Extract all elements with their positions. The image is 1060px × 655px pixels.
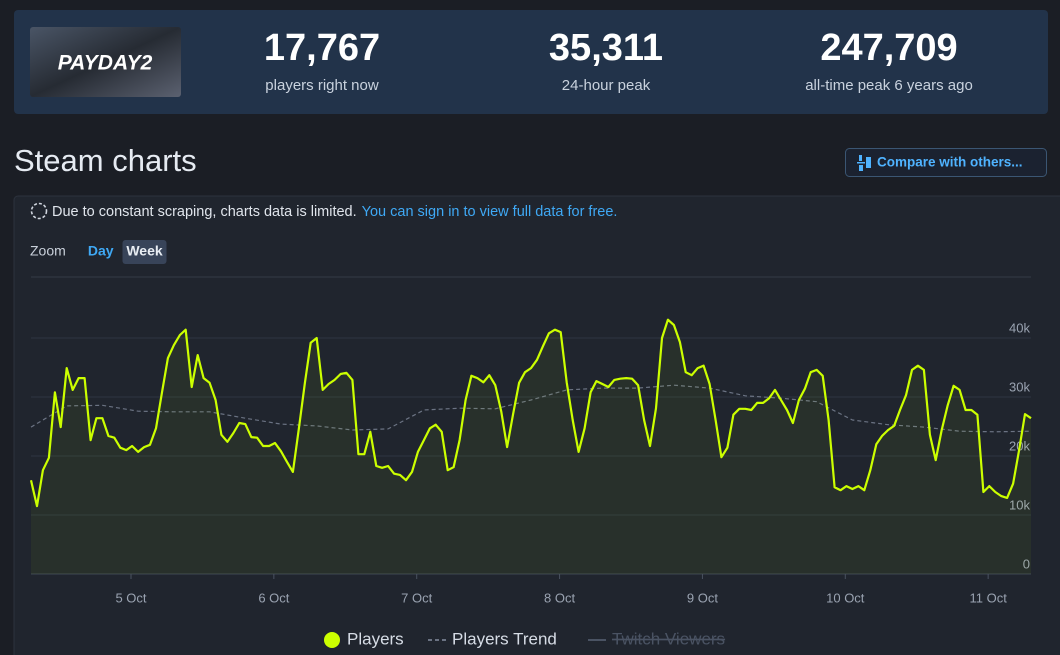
stat-value: 247,709 <box>820 27 957 69</box>
y-tick-label: 10k <box>1009 497 1030 512</box>
zoom-option-bg <box>122 240 167 264</box>
stat-label: 24-hour peak <box>562 77 651 94</box>
game-logo[interactable] <box>30 27 181 97</box>
compare-icon <box>857 155 871 171</box>
logo-text: PAYDAY2 <box>58 52 153 75</box>
series-line <box>29 318 1032 508</box>
x-tick-label: 7 Oct <box>401 590 432 605</box>
chart-panel <box>13 195 1060 655</box>
legend-label[interactable]: Players <box>347 629 404 648</box>
y-tick-label: 0 <box>1023 556 1030 571</box>
legend-swatch[interactable] <box>324 632 340 648</box>
legend-label[interactable]: Twitch Viewers <box>612 629 725 648</box>
header-card <box>14 10 1048 114</box>
zoom-options: Day Week <box>88 240 167 264</box>
section-title: Steam charts <box>14 143 197 178</box>
y-tick-label: 40k <box>1009 320 1030 335</box>
compare-button[interactable] <box>845 148 1047 177</box>
notice: Due to constant scraping, charts data is… <box>52 204 617 220</box>
x-tick-label: 9 Oct <box>687 590 718 605</box>
notice-icon <box>30 202 48 220</box>
series-area <box>31 319 1031 574</box>
legend: Players Players Trend Twitch Viewers <box>324 629 725 648</box>
notice-text: Due to constant scraping, charts data is… <box>52 204 357 220</box>
stat-value: 17,767 <box>264 27 380 69</box>
stat-label: players right now <box>265 77 379 94</box>
x-tick-label: 5 Oct <box>115 590 146 605</box>
compare-button-label: Compare with others... <box>877 155 1023 170</box>
zoom-label: Zoom <box>30 243 66 259</box>
x-tick-label: 10 Oct <box>826 590 865 605</box>
zoom-option[interactable]: Day <box>88 243 114 259</box>
stat-value: 35,311 <box>549 27 663 69</box>
y-tick-label: 30k <box>1009 379 1030 394</box>
sign-in-link[interactable]: You can sign in to view full data for fr… <box>362 204 618 220</box>
x-tick-label: 6 Oct <box>258 590 289 605</box>
legend-label[interactable]: Players Trend <box>452 629 557 648</box>
zoom-option[interactable]: Week <box>126 243 163 259</box>
trend-line <box>30 384 1032 433</box>
x-tick-label: 11 Oct <box>969 590 1007 605</box>
stat-label: all-time peak 6 years ago <box>805 77 973 94</box>
x-tick-label: 8 Oct <box>544 590 575 605</box>
